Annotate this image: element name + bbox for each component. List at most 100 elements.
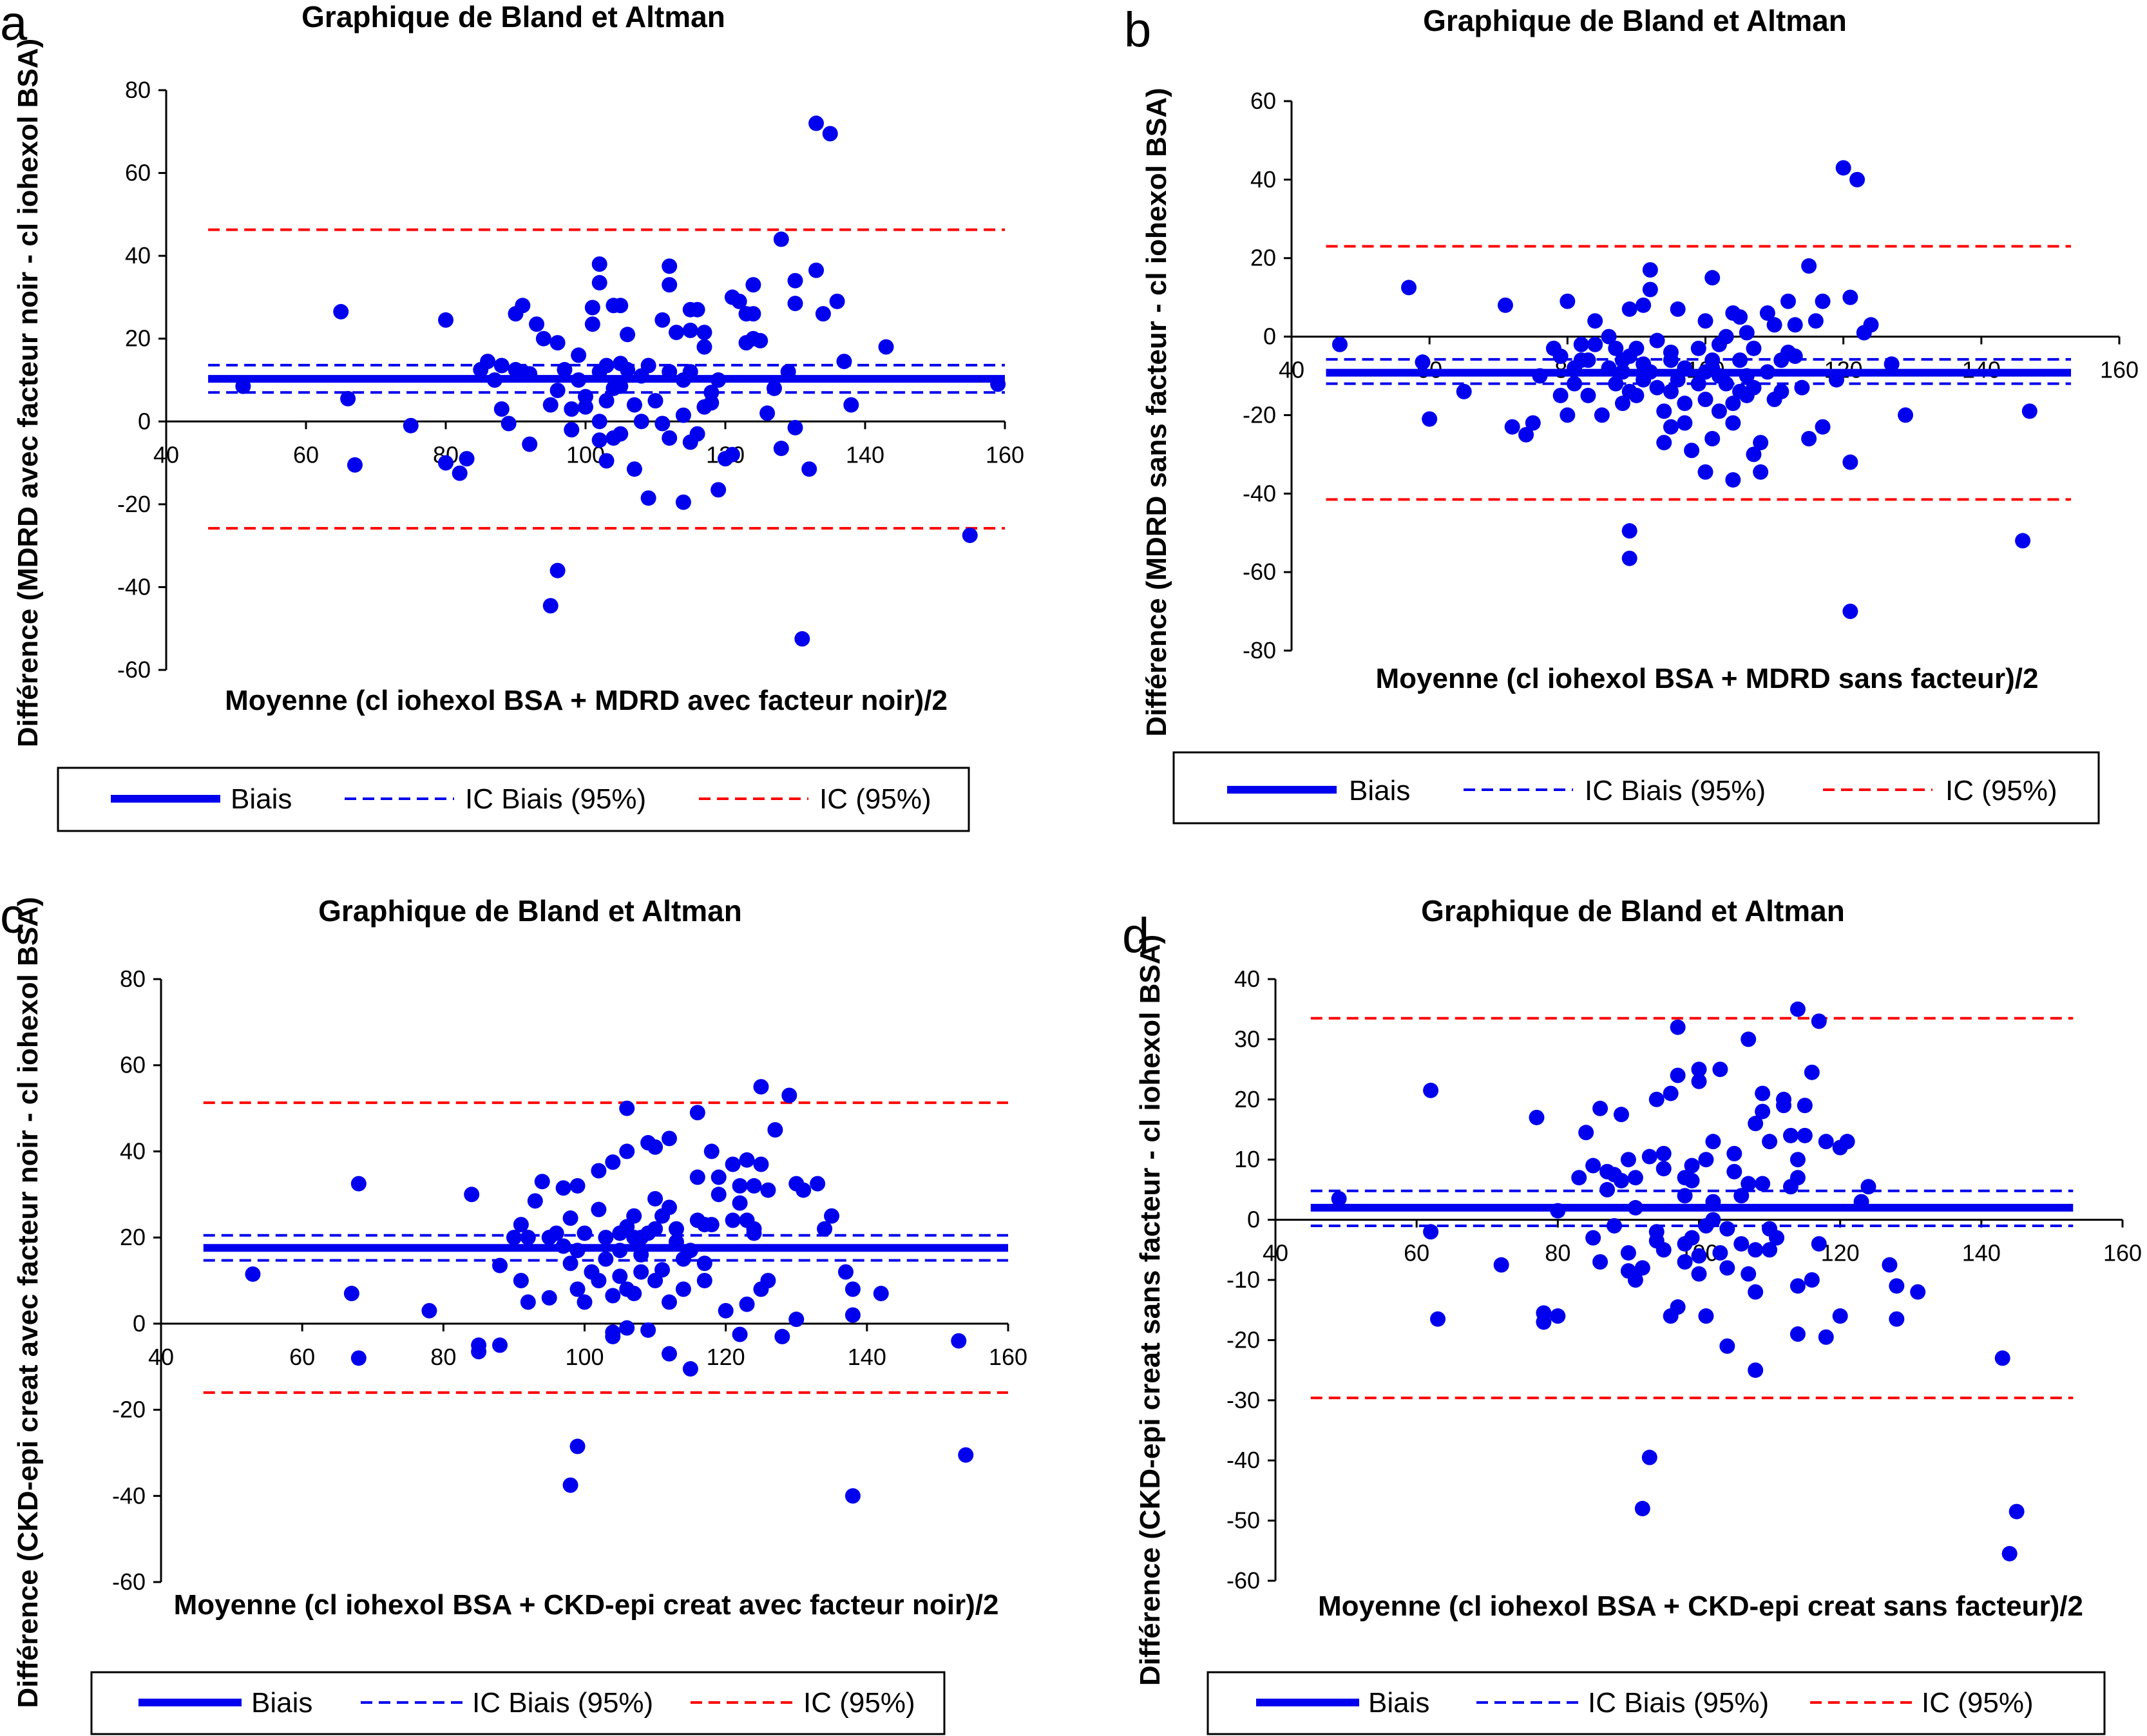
data-point: [640, 358, 656, 374]
x-tick-label: 160: [2103, 1240, 2142, 1266]
data-point: [1776, 1091, 1791, 1107]
y-axis-label: Différence (CKD-epi creat avec facteur n…: [12, 897, 44, 1708]
data-point: [1636, 297, 1652, 313]
data-point: [808, 115, 825, 131]
x-tick-label: 40: [148, 1344, 174, 1370]
data-point: [2009, 1503, 2025, 1520]
data-point: [1705, 1134, 1721, 1150]
data-point: [1656, 1242, 1672, 1258]
data-point: [1704, 430, 1721, 446]
data-point: [1642, 281, 1658, 298]
data-point: [1849, 171, 1866, 187]
data-point: [873, 1286, 889, 1302]
data-point: [493, 358, 510, 374]
data-point: [796, 1182, 812, 1198]
data-point: [752, 332, 768, 348]
data-point: [1613, 1172, 1629, 1188]
data-point: [689, 426, 705, 442]
x-tick-label: 160: [2100, 357, 2139, 383]
data-point: [1719, 1338, 1735, 1354]
data-point: [1794, 379, 1810, 396]
y-tick-label: 60: [120, 1052, 146, 1078]
data-point: [1860, 1179, 1876, 1195]
x-axis-label: Moyenne (cl iohexol BSA + MDRD sans fact…: [1376, 663, 2039, 694]
data-point: [718, 1302, 734, 1319]
data-point: [1578, 1125, 1594, 1141]
data-point: [1691, 1062, 1707, 1078]
data-point: [1601, 329, 1617, 345]
data-point: [668, 1221, 684, 1237]
data-point: [844, 1281, 861, 1297]
data-point: [1670, 1299, 1686, 1315]
data-point: [1613, 1107, 1629, 1123]
data-point: [662, 277, 678, 293]
data-point: [1670, 1067, 1686, 1083]
data-point: [781, 1087, 797, 1103]
data-point: [745, 277, 761, 293]
data-point: [1648, 1091, 1665, 1107]
data-point: [725, 1212, 741, 1228]
data-point: [1592, 1254, 1608, 1270]
y-tick-label: 40: [120, 1138, 146, 1164]
data-point: [815, 306, 831, 322]
x-axis-label: Moyenne (cl iohexol BSA + MDRD avec fact…: [225, 685, 948, 716]
x-tick-label: 60: [293, 441, 319, 468]
data-point: [513, 1217, 529, 1233]
data-point: [506, 1230, 522, 1246]
x-tick-label: 40: [1263, 1240, 1288, 1266]
data-point: [766, 380, 782, 396]
chart-title: Graphique de Bland et Altman: [301, 0, 725, 33]
data-point: [1889, 1311, 1905, 1327]
data-point: [564, 401, 580, 417]
data-point: [343, 1286, 359, 1302]
data-point: [620, 361, 636, 377]
x-tick-label: 140: [848, 1344, 886, 1370]
data-point: [878, 339, 894, 355]
data-point: [836, 354, 852, 370]
data-point: [1536, 1314, 1552, 1330]
data-point: [591, 1201, 607, 1217]
data-point: [703, 385, 720, 401]
x-tick-label: 60: [289, 1344, 315, 1370]
data-point: [1599, 1181, 1616, 1197]
data-point: [569, 1438, 586, 1455]
data-point: [569, 1281, 586, 1297]
data-point: [549, 335, 566, 351]
data-point: [1493, 1257, 1509, 1273]
data-point: [654, 312, 671, 328]
data-point: [1746, 340, 1762, 356]
data-point: [696, 1273, 712, 1288]
data-point: [808, 262, 825, 278]
data-point: [1627, 1170, 1643, 1186]
data-point: [492, 1337, 508, 1353]
data-point: [958, 1447, 974, 1463]
data-point: [1741, 1031, 1757, 1047]
data-point: [1801, 258, 1817, 274]
data-point: [1571, 1170, 1587, 1186]
data-point: [1725, 415, 1741, 431]
data-point: [522, 436, 538, 452]
data-point: [535, 330, 551, 347]
data-point: [619, 1100, 635, 1116]
data-point: [1746, 446, 1762, 463]
data-point: [689, 1169, 705, 1185]
data-point: [1726, 1163, 1742, 1179]
data-point: [1739, 368, 1755, 384]
data-point: [654, 1262, 671, 1278]
data-point: [1789, 1001, 1806, 1017]
data-point: [591, 256, 607, 272]
data-point: [647, 393, 663, 409]
data-point: [773, 441, 789, 457]
data-point: [745, 306, 761, 322]
x-tick-label: 160: [989, 1344, 1027, 1370]
data-point: [598, 393, 615, 409]
plot-area: -80-60-40-200204060406080100120140160: [1243, 88, 2139, 663]
data-point: [787, 272, 803, 289]
data-point: [1620, 1152, 1636, 1168]
data-point: [1415, 354, 1431, 370]
data-point: [542, 397, 558, 413]
data-point: [732, 1178, 748, 1194]
x-tick-label: 80: [1545, 1240, 1570, 1266]
data-point: [668, 1234, 684, 1250]
data-point: [1663, 1085, 1679, 1102]
